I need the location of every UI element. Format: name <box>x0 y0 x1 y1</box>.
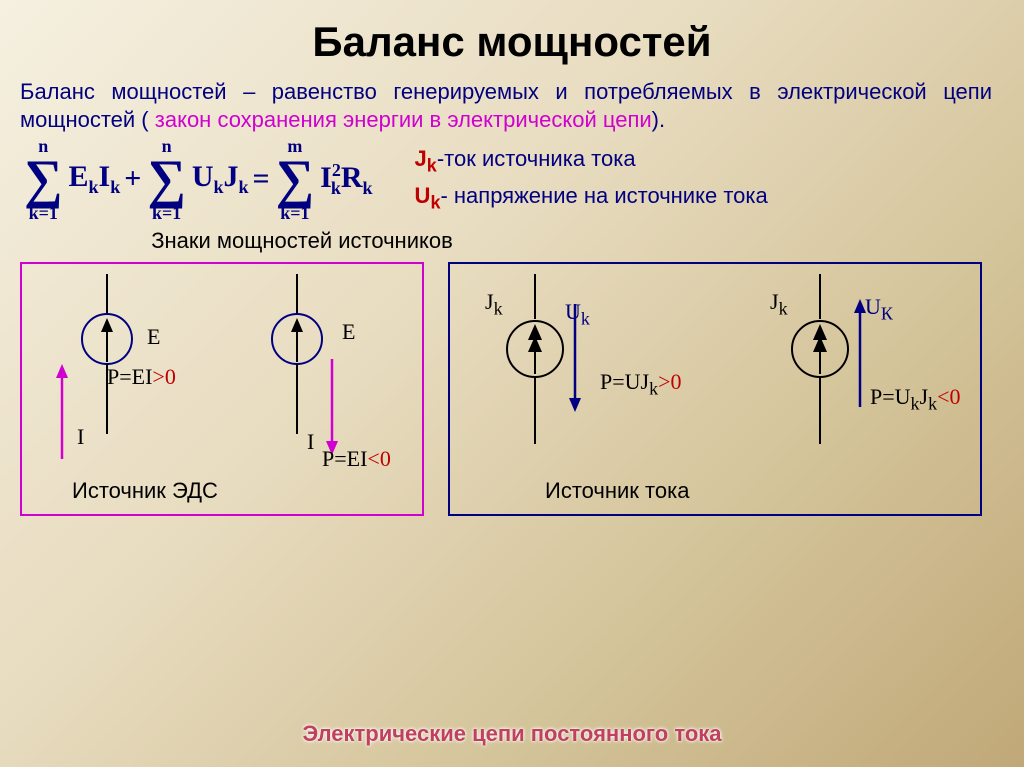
sym-I: I <box>99 160 111 193</box>
sum-3: m ∑ k=1 <box>276 137 315 222</box>
sum-1: n ∑ k=1 <box>24 137 63 222</box>
legend-u-sym: U <box>415 183 431 208</box>
sum2-lower: k=1 <box>152 204 181 222</box>
p-pos-lhs: P=EI <box>107 364 152 389</box>
uk-u2: U <box>865 294 881 319</box>
p-neg-lhs: P=EI <box>322 446 367 471</box>
sup-2: 2 <box>332 160 341 180</box>
ppos-mid: J <box>641 369 650 394</box>
term-ek-ik: EkIk <box>69 160 121 198</box>
formula-p-ukjk-pos: P=UJk>0 <box>600 369 682 399</box>
legend-u-text: - напряжение на источнике тока <box>440 183 767 208</box>
equation-row: n ∑ k=1 EkIk + n ∑ k=1 UkJk = m ∑ k=1 I2… <box>0 133 1024 222</box>
current-source-caption: Источник тока <box>545 478 689 504</box>
power-balance-equation: n ∑ k=1 EkIk + n ∑ k=1 UkJk = m ∑ k=1 I2… <box>20 137 375 222</box>
equals-sign: = <box>253 162 270 196</box>
legend-uk: Uk- напряжение на источнике тока <box>415 179 768 216</box>
ppos-lhs: P=U <box>600 369 641 394</box>
sigma-icon: ∑ <box>24 155 63 204</box>
emf-source-box: E I P=EI>0 E I P=EI<0 Источник ЭДС <box>20 262 424 516</box>
sum3-lower: k=1 <box>280 204 309 222</box>
jk-k: k <box>494 298 503 318</box>
legend-j-sym: J <box>415 146 427 171</box>
uk-u: U <box>565 299 581 324</box>
current-arrow-down-icon <box>322 359 342 459</box>
label-E-left: E <box>147 324 160 350</box>
sum-2: n ∑ k=1 <box>147 137 186 222</box>
current-source-left-icon <box>505 274 565 444</box>
sym-E: E <box>69 160 89 193</box>
uk-k2: К <box>881 303 893 323</box>
label-E-right: E <box>342 319 355 345</box>
sub-k: k <box>239 177 249 197</box>
def-highlight: закон сохранения энергии в электрической… <box>155 107 652 132</box>
uk-k: k <box>581 308 590 328</box>
current-source-right-icon <box>790 274 850 444</box>
equation-legend: Jk-ток источника тока Uk- напряжение на … <box>415 142 768 217</box>
current-arrow-up-icon <box>52 364 72 464</box>
legend-jk: Jk-ток источника тока <box>415 142 768 179</box>
emf-source-left-icon <box>77 274 137 434</box>
plus-sign: + <box>124 162 141 196</box>
sym-R: R <box>341 161 363 194</box>
jk-j: J <box>485 289 494 314</box>
legend-j-sub: k <box>427 155 437 175</box>
jk-j2: J <box>770 289 779 314</box>
term-uk-jk: UkJk <box>192 160 249 198</box>
diagrams-area: E I P=EI>0 E I P=EI<0 Источник ЭДС <box>0 254 1024 516</box>
sym-J: J <box>224 160 239 193</box>
def-post: ). <box>652 107 665 132</box>
sub-k: k <box>363 178 373 198</box>
p-neg-sign: <0 <box>367 446 390 471</box>
current-source-box: Jk Uk P=UJk>0 Jk UК P=UkJk<0 Источник то… <box>448 262 982 516</box>
sub-k: k <box>89 177 99 197</box>
label-uk-right: UК <box>865 294 893 324</box>
ppos-sign: >0 <box>658 369 681 394</box>
label-I-left: I <box>77 424 84 450</box>
legend-j-text: -ток источника тока <box>437 146 636 171</box>
pneg-sub1: k <box>911 393 920 413</box>
sum1-lower: k=1 <box>29 204 58 222</box>
label-jk-right: Jk <box>770 289 788 319</box>
jk-k2: k <box>779 298 788 318</box>
sigma-icon: ∑ <box>276 155 315 204</box>
page-title: Баланс мощностей <box>0 0 1024 66</box>
formula-p-ei-neg: P=EI<0 <box>322 446 391 472</box>
footer-text: Электрические цепи постоянного тока <box>0 721 1024 747</box>
pneg-mid: J <box>920 384 929 409</box>
legend-u-sub: k <box>430 193 440 213</box>
formula-p-ei-pos: P=EI>0 <box>107 364 176 390</box>
emf-source-caption: Источник ЭДС <box>72 478 218 504</box>
pneg-sub2: k <box>928 393 937 413</box>
definition-text: Баланс мощностей – равенство генерируемы… <box>0 66 1024 133</box>
sub-k: k <box>331 178 341 198</box>
label-uk-left: Uk <box>565 299 590 329</box>
sub-k: k <box>214 177 224 197</box>
formula-p-ukjk-neg: P=UkJk<0 <box>870 384 961 414</box>
emf-source-right-icon <box>267 274 327 434</box>
label-I-right: I <box>307 429 314 455</box>
label-jk-left: Jk <box>485 289 503 319</box>
ppos-sub2: k <box>649 378 658 398</box>
sigma-icon: ∑ <box>147 155 186 204</box>
sym-U: U <box>192 160 214 193</box>
pneg-sign: <0 <box>937 384 960 409</box>
pneg-lhs: P=U <box>870 384 911 409</box>
signs-title: Знаки мощностей источников <box>0 228 1024 254</box>
p-pos-sign: >0 <box>152 364 175 389</box>
term-i2-rk: I2kRk <box>320 160 372 199</box>
sub-k: k <box>110 177 120 197</box>
